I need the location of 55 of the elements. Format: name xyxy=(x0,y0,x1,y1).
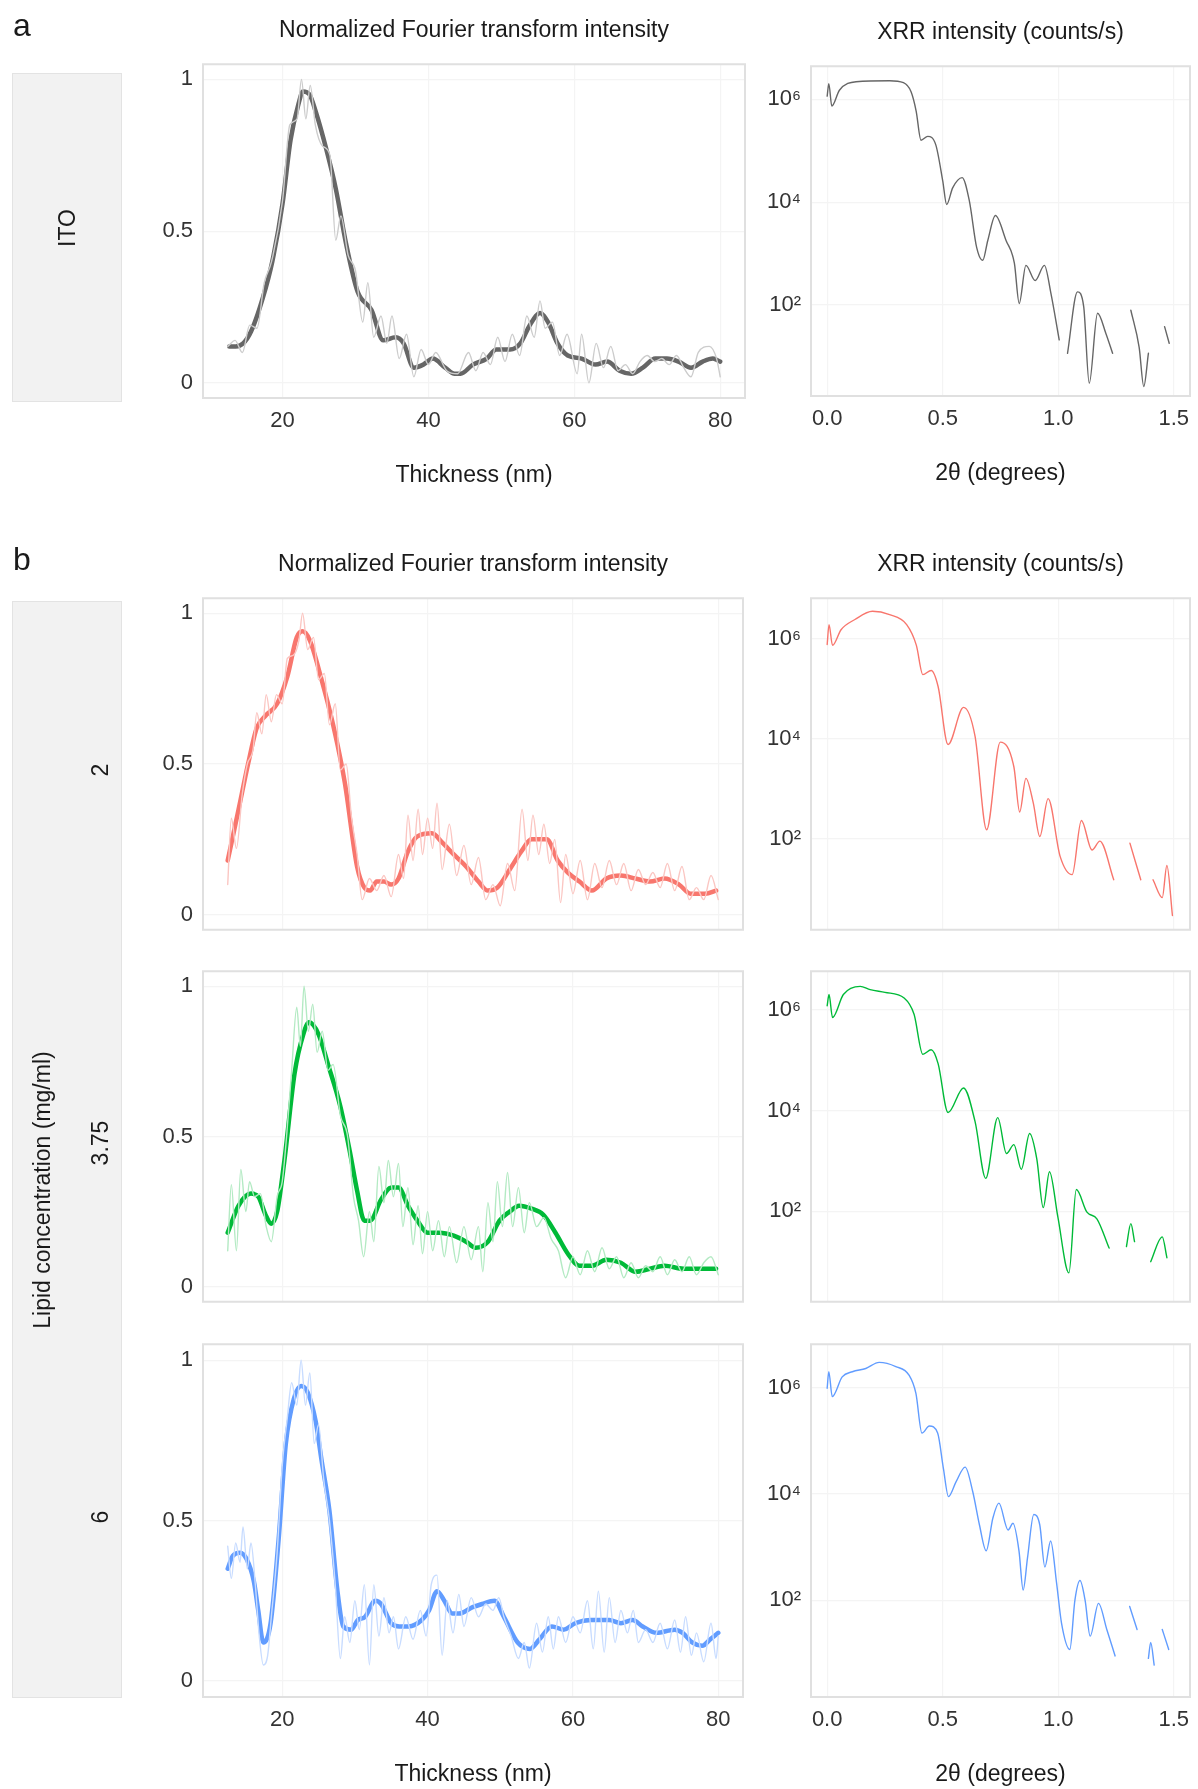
y-tick-label: 10⁴ xyxy=(767,1479,801,1505)
x-tick-label: 40 xyxy=(416,407,441,433)
y-tick-label: 1 xyxy=(180,972,193,998)
text: 2 xyxy=(86,763,114,777)
y-tick-label: 10⁴ xyxy=(767,724,801,750)
x-tick-label: 1.5 xyxy=(1158,1706,1190,1732)
x-tick-label: 60 xyxy=(562,407,587,433)
text: b xyxy=(13,540,31,578)
text: ITO xyxy=(53,208,81,247)
y-tick-label: 0 xyxy=(180,368,193,394)
chart-title: Normalized Fourier transform intensity xyxy=(279,15,669,43)
x-tick-label: 20 xyxy=(270,407,295,433)
y-tick-label: 1 xyxy=(180,65,193,91)
y-tick-label: 10⁶ xyxy=(767,85,801,111)
y-tick-label: 1 xyxy=(180,599,193,625)
y-tick-label: 10⁶ xyxy=(767,995,801,1021)
chart-title: XRR intensity (counts/s) xyxy=(877,17,1124,45)
y-tick-label: 0.5 xyxy=(162,217,193,243)
y-tick-label: 0.5 xyxy=(162,1506,193,1532)
y-tick-label: 1 xyxy=(180,1346,193,1372)
x-tick-label: 0.5 xyxy=(927,405,959,431)
y-tick-label: 0.5 xyxy=(162,750,193,776)
x-tick-label: 0.0 xyxy=(811,1706,843,1732)
x-axis-title: 2θ (degrees) xyxy=(935,1759,1066,1787)
y-axis-title: Lipid concentration (mg/ml) xyxy=(28,1050,56,1329)
text: 3.75 xyxy=(86,1120,114,1165)
x-tick-label: 1.0 xyxy=(1042,1706,1074,1732)
x-tick-label: 0.5 xyxy=(927,1706,959,1732)
x-tick-label: 40 xyxy=(415,1706,440,1732)
chart-title: Normalized Fourier transform intensity xyxy=(278,549,668,577)
y-tick-label: 0 xyxy=(180,1667,193,1693)
y-tick-label: 10² xyxy=(769,824,801,850)
y-tick-label: 10² xyxy=(769,1197,801,1223)
text: 6 xyxy=(86,1510,114,1524)
x-axis-title: 2θ (degrees) xyxy=(935,458,1066,486)
y-tick-label: 0 xyxy=(180,1272,193,1298)
y-tick-label: 10² xyxy=(769,291,801,317)
x-tick-label: 0.0 xyxy=(811,405,843,431)
y-tick-label: 10⁶ xyxy=(767,1373,801,1399)
y-tick-label: 10⁴ xyxy=(767,188,801,214)
y-tick-label: 0.5 xyxy=(162,1122,193,1148)
x-axis-title: Thickness (nm) xyxy=(395,460,553,488)
x-tick-label: 20 xyxy=(269,1706,295,1732)
x-tick-label: 1.5 xyxy=(1158,405,1190,431)
y-tick-label: 10² xyxy=(769,1586,801,1612)
chart-title: XRR intensity (counts/s) xyxy=(877,549,1124,577)
x-tick-label: 80 xyxy=(707,407,733,433)
x-tick-label: 80 xyxy=(706,1706,731,1732)
text: a xyxy=(13,6,31,44)
x-axis-title: Thickness (nm) xyxy=(394,1759,552,1787)
y-tick-label: 10⁴ xyxy=(767,1096,801,1122)
x-tick-label: 60 xyxy=(560,1706,586,1732)
x-tick-label: 1.0 xyxy=(1042,405,1074,431)
y-tick-label: 0 xyxy=(180,900,193,926)
y-tick-label: 10⁶ xyxy=(767,624,801,650)
